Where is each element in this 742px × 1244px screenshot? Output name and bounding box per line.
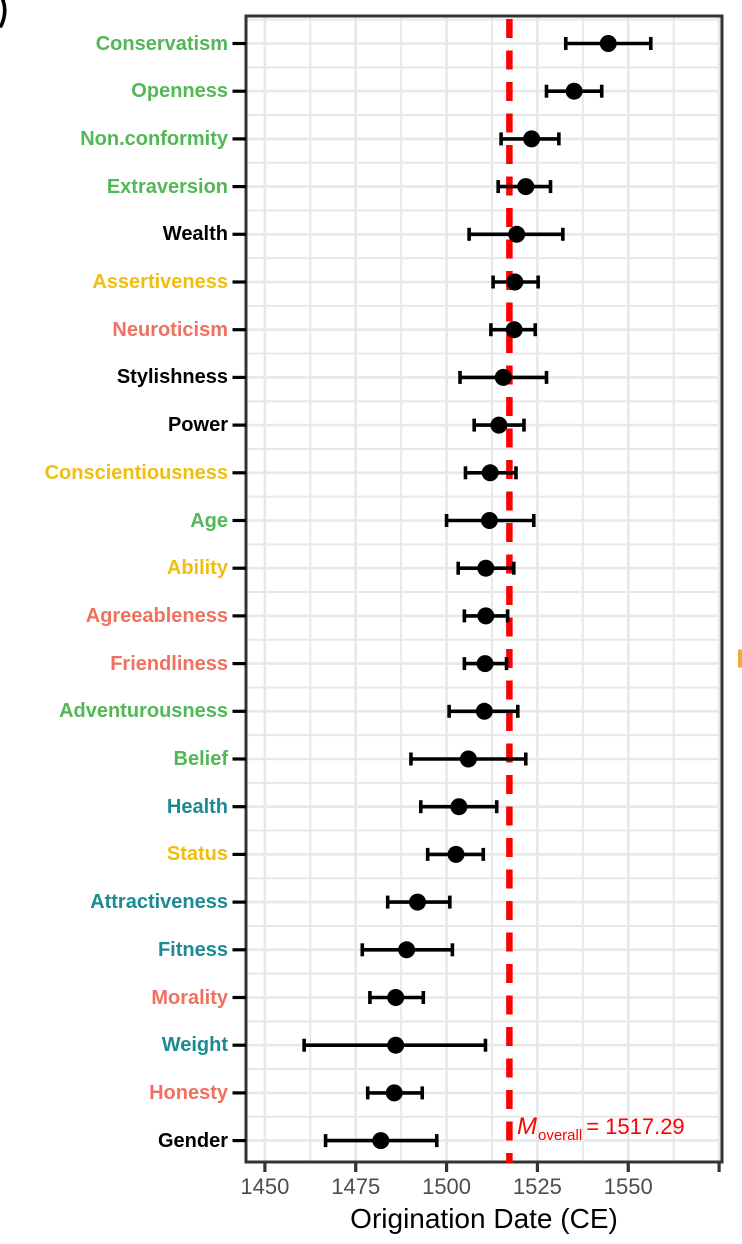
panel-label-fragment-glyph [0,0,7,28]
estimate-fitness [360,941,455,959]
estimate-conservatism [563,35,653,52]
clipped-orange-mark [738,649,742,668]
estimate-friendliness [462,655,509,673]
estimate-openness [544,82,604,100]
y-axis-label-conscientiousness: Conscientiousness [44,461,228,484]
y-axis-label-neuroticism: Neuroticism [112,318,228,341]
estimate-agreeableness [462,607,510,625]
y-axis-label-age: Age [190,509,228,532]
y-axis-label-conservatism: Conservatism [95,32,228,55]
y-axis-label-gender: Gender [157,1129,228,1152]
estimate-honesty [365,1084,425,1102]
estimate-gender [323,1132,439,1150]
x-axis-title: Origination Date (CE) [350,1203,618,1234]
x-tick-label-1550: 1550 [603,1174,653,1199]
y-axis-label-ability: Ability [166,557,228,580]
y-axis-label-health: Health [166,795,228,818]
y-axis-label-openness: Openness [131,80,228,103]
major-vertical-gridlines [263,16,721,1162]
y-axis-label-weight: Weight [161,1034,228,1057]
estimate-extraversion [496,178,553,196]
y-axis-label-stylishness: Stylishness [116,366,228,389]
panel-border [244,14,724,1164]
estimate-status [425,845,486,863]
estimate-assertiveness [491,273,540,291]
y-axis-label-non-conformity: Non.conformity [80,127,228,150]
estimate-belief [409,750,528,768]
y-axis-label-adventurousness: Adventurousness [59,700,228,723]
y-axis-label-belief: Belief [173,748,228,770]
estimate-ability [456,559,516,577]
estimate-morality [368,989,426,1006]
x-tick-label-1475: 1475 [331,1174,381,1199]
y-axis-label-wealth: Wealth [162,223,228,246]
y-axis-label-fitness: Fitness [157,938,228,961]
y-axis-ticks [232,41,246,1143]
minor-horizontal-gridlines [246,18,722,1118]
y-axis-label-honesty: Honesty [149,1081,228,1104]
y-axis-label-attractiveness: Attractiveness [90,891,228,914]
estimate-adventurousness [447,702,520,720]
y-axis-label-extraversion: Extraversion [106,175,228,198]
estimate-stylishness [458,368,549,386]
estimate-non-conformity [499,130,561,148]
y-axis-label-power: Power [167,414,228,437]
estimate-neuroticism [489,321,538,339]
x-tick-label-1500: 1500 [422,1174,472,1199]
minor-vertical-gridlines [309,16,675,1162]
estimate-age [444,512,536,529]
estimate-attractiveness [385,893,452,911]
estimate-wealth [467,225,565,243]
x-tick-label-1450: 1450 [240,1174,290,1199]
y-axis-label-assertiveness: Assertiveness [92,271,228,293]
estimate-weight [302,1036,488,1054]
y-axis-label-agreeableness: Agreeableness [85,604,228,627]
estimate-conscientiousness [463,464,518,482]
annotation-value: = 1517.29 [586,1114,685,1139]
y-axis-label-morality: Morality [151,986,228,1009]
estimate-power [472,416,526,434]
overall-mean-annotation: Moverall = 1517.29 [517,1113,685,1144]
x-axis-ticks [263,1163,721,1172]
y-axis-label-friendliness: Friendliness [110,652,228,675]
y-axis-label-status: Status [166,843,228,866]
estimate-health [418,798,499,816]
major-horizontal-gridlines [246,42,722,1142]
x-tick-label-1525: 1525 [512,1174,562,1199]
annotation-subscript: overall [538,1127,583,1144]
annotation-symbol: M [517,1113,537,1140]
